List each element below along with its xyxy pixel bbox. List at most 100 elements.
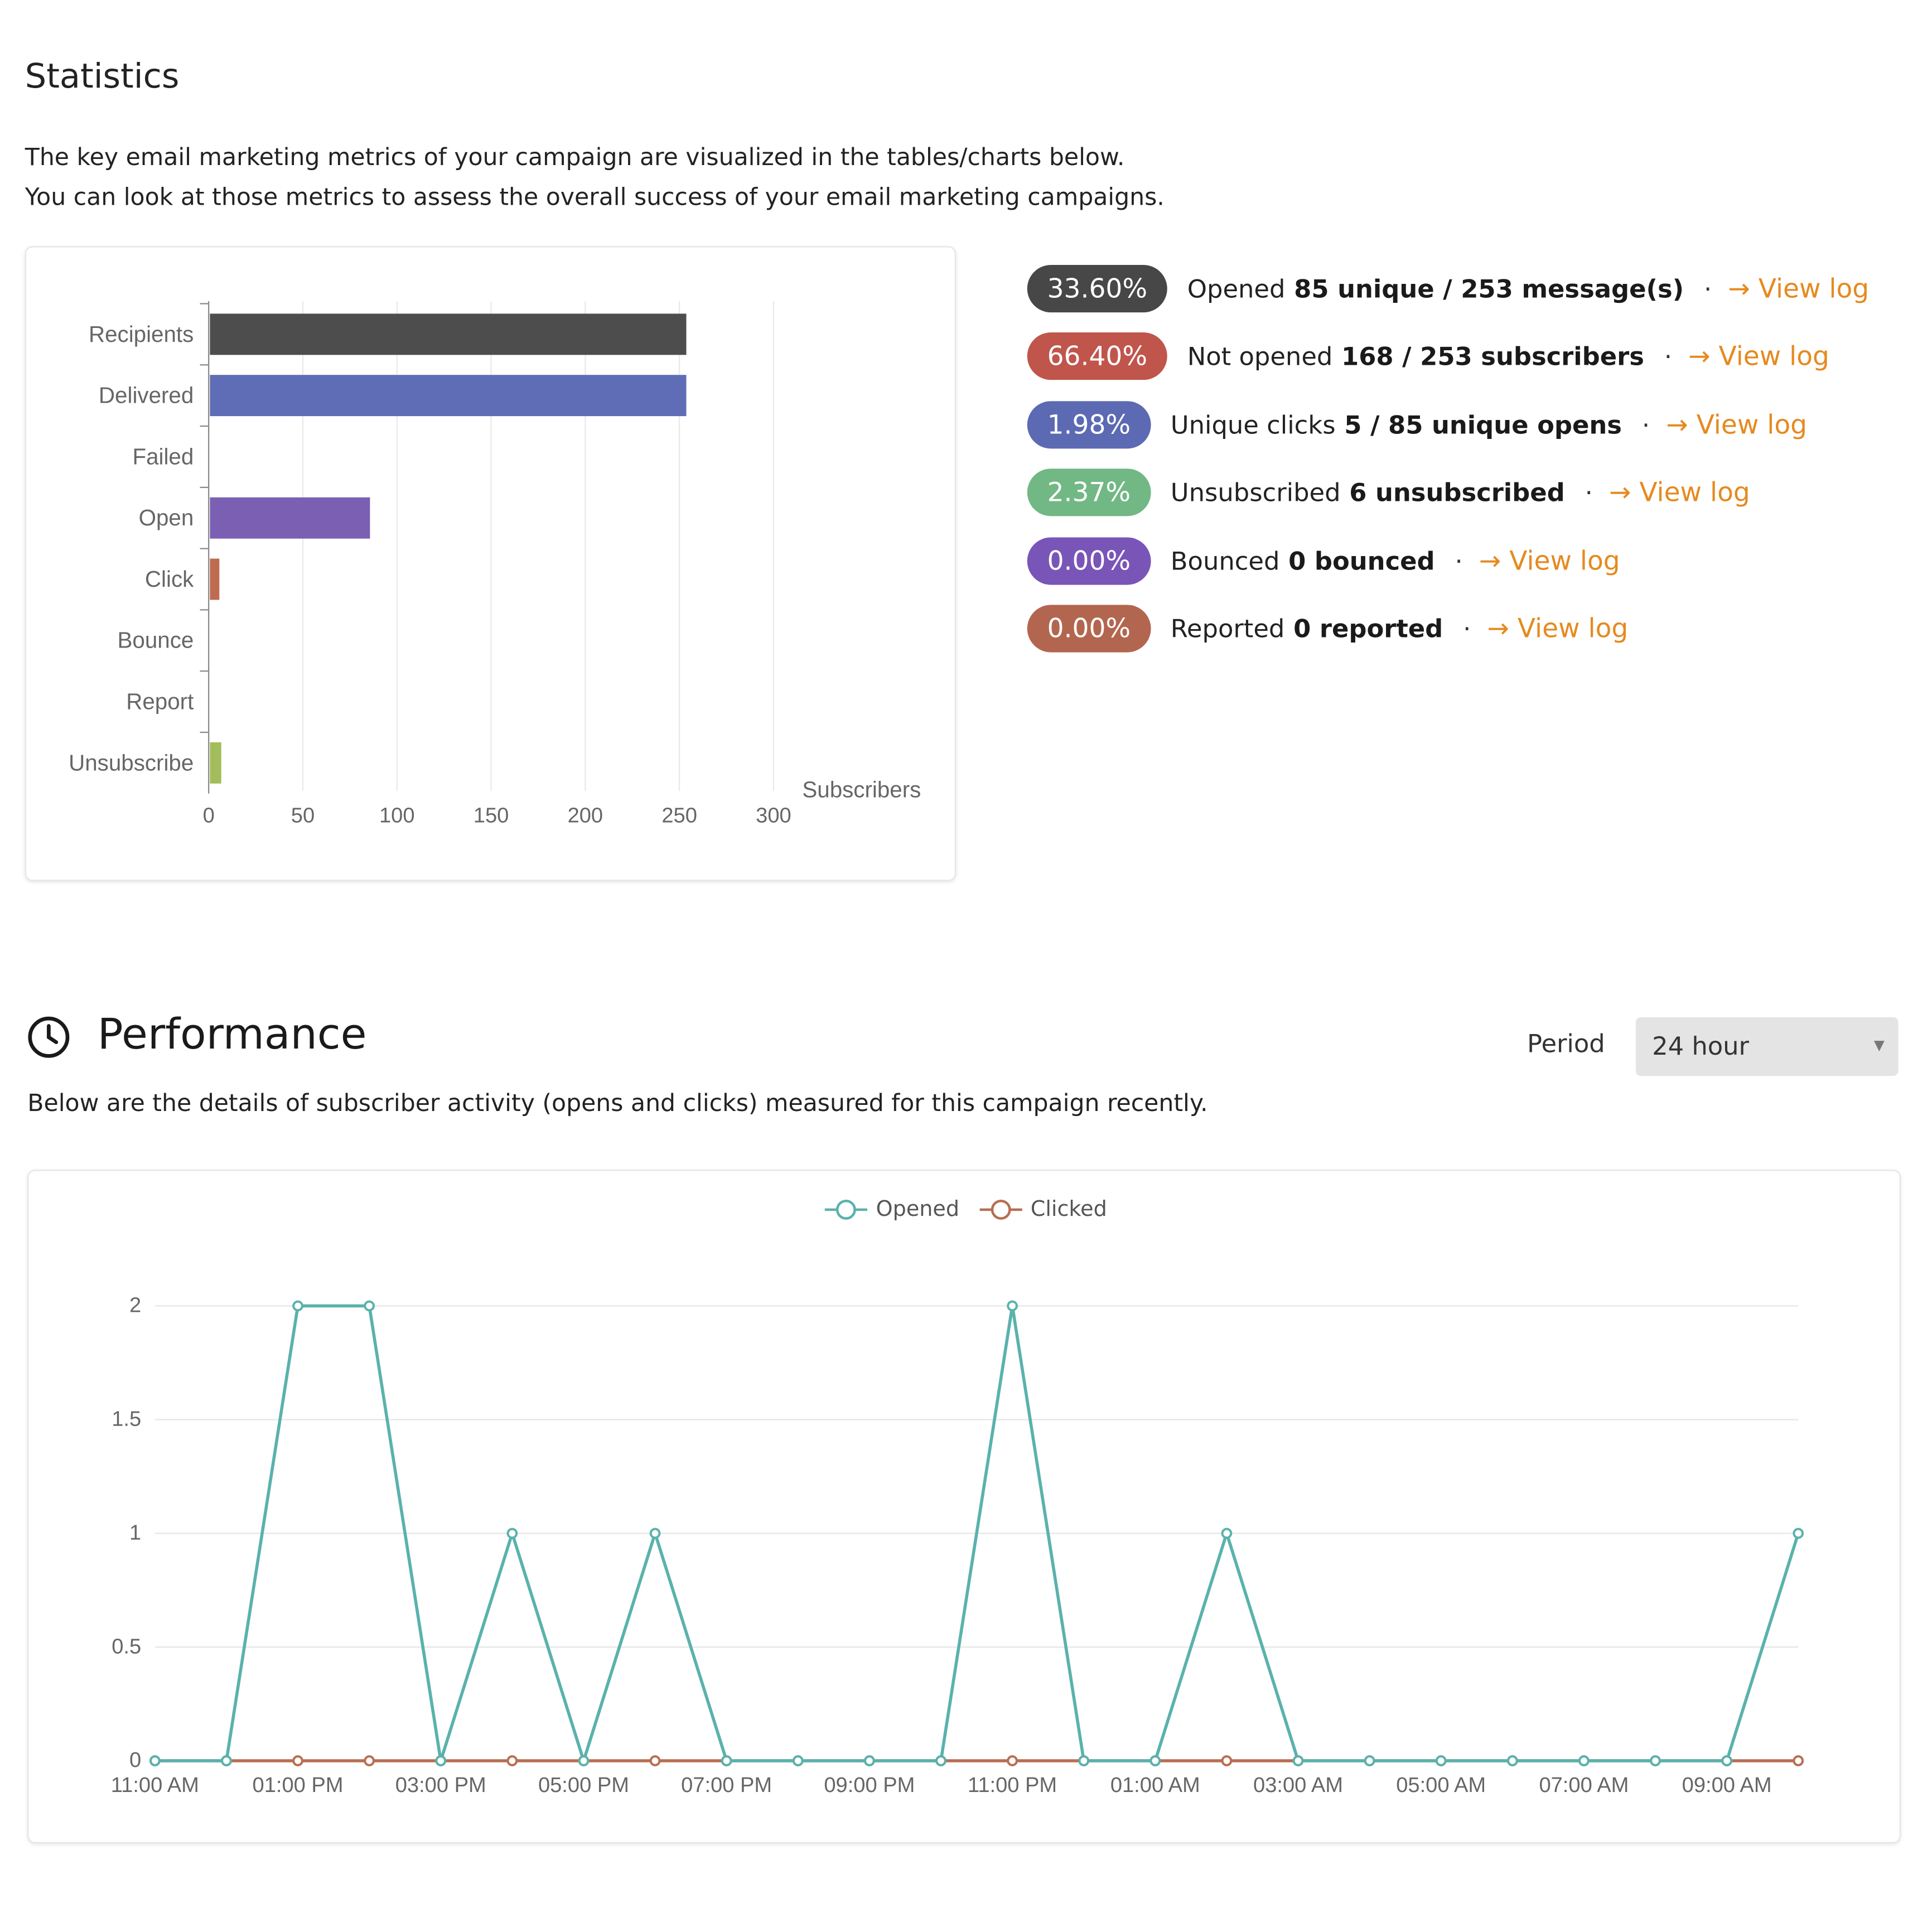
metric-label: Not opened <box>1187 341 1333 371</box>
point-opened[interactable] <box>1435 1755 1447 1766</box>
metric-row: 0.00% Bounced 0 bounced · → View log <box>1027 536 1620 586</box>
point-opened[interactable] <box>721 1755 732 1766</box>
separator-dot: · <box>1641 409 1650 440</box>
point-opened[interactable] <box>1578 1755 1590 1766</box>
view-log-link[interactable]: → View log <box>1728 274 1869 304</box>
metric-value: 0 reported <box>1293 614 1443 644</box>
view-log-link[interactable]: → View log <box>1487 614 1628 644</box>
point-opened[interactable] <box>935 1755 946 1766</box>
line-chart-y-tick-label: 1.5 <box>112 1408 141 1431</box>
metric-label: Unique clicks <box>1170 409 1336 440</box>
view-log-link[interactable]: → View log <box>1609 477 1750 508</box>
metric-value: 85 unique / 253 message(s) <box>1294 273 1684 304</box>
line-chart-legend: Opened Clicked <box>822 1197 1107 1222</box>
performance-line-chart-card: 0 0.5 1 1.5 2 11:00 AM 01:00 PM 03:00 PM 05:00 P… <box>27 1170 1901 1843</box>
point-opened[interactable] <box>578 1755 590 1766</box>
bar-chart-category-label: Bounce <box>118 627 194 653</box>
point-clicked[interactable] <box>1221 1755 1233 1766</box>
bar-delivered[interactable] <box>210 375 687 417</box>
line-chart-x-tick-label: 01:00 AM <box>1110 1774 1200 1797</box>
line-chart-x-tick-label: 07:00 PM <box>681 1774 772 1797</box>
bar-chart-category-label: Click <box>145 566 194 592</box>
bar-chart-category-label: Open <box>139 505 194 530</box>
performance-title: Performance <box>97 1010 367 1060</box>
point-opened[interactable] <box>1149 1755 1161 1766</box>
legend-item-opened[interactable]: Opened <box>822 1197 959 1222</box>
metric-label: Bounced <box>1170 546 1280 576</box>
separator-dot: · <box>1463 614 1471 644</box>
legend-clicked-marker-icon <box>979 1199 1022 1220</box>
line-chart-y-tick-label: 0.5 <box>112 1635 141 1658</box>
point-opened[interactable] <box>1078 1755 1090 1766</box>
legend-label-opened: Opened <box>876 1197 960 1223</box>
point-opened[interactable] <box>1292 1755 1304 1766</box>
view-log-link[interactable]: → View log <box>1688 341 1829 371</box>
point-clicked[interactable] <box>1793 1755 1804 1766</box>
bar-open[interactable] <box>210 497 370 539</box>
point-opened[interactable] <box>864 1755 875 1766</box>
point-opened[interactable] <box>1364 1755 1375 1766</box>
point-opened[interactable] <box>1721 1755 1732 1766</box>
view-log-label: View log <box>1517 614 1629 644</box>
bar-chart-x-tick-label: 200 <box>568 804 603 827</box>
bar-click[interactable] <box>210 558 220 600</box>
point-opened[interactable] <box>1221 1528 1233 1539</box>
bar-recipients[interactable] <box>210 313 687 355</box>
statistics-bar-chart: 0 50 100 150 200 250 300 Recipients Delivered Fai… <box>69 301 921 827</box>
point-opened[interactable] <box>149 1755 161 1766</box>
point-clicked[interactable] <box>1007 1755 1018 1766</box>
metric-percent-badge: 0.00% <box>1027 537 1151 585</box>
line-chart-x-tick-label: 05:00 PM <box>538 1774 629 1797</box>
view-log-link[interactable]: → View log <box>1666 410 1807 440</box>
metric-row: 66.40% Not opened 168 / 253 subscribers · → … <box>1027 331 1829 381</box>
point-clicked[interactable] <box>506 1755 518 1766</box>
arrow-right-icon: → <box>1609 477 1631 508</box>
point-opened[interactable] <box>1007 1300 1018 1312</box>
line-chart-x-tick-label: 03:00 PM <box>395 1774 486 1797</box>
point-opened[interactable] <box>221 1755 232 1766</box>
point-clicked[interactable] <box>364 1755 375 1766</box>
arrow-right-icon: → <box>1728 273 1750 304</box>
metric-row: 2.37% Unsubscribed 6 unsubscribed · → View l… <box>1027 467 1750 518</box>
legend-label-clicked: Clicked <box>1030 1197 1107 1223</box>
bar-chart-x-tick-label: 0 <box>203 804 215 827</box>
point-clicked[interactable] <box>649 1755 661 1766</box>
separator-dot: · <box>1703 273 1712 304</box>
view-log-label: View log <box>1509 546 1620 576</box>
view-log-label: View log <box>1758 273 1870 304</box>
legend-item-clicked[interactable]: Clicked <box>977 1197 1107 1222</box>
metric-value: 0 bounced <box>1288 546 1435 576</box>
point-clicked[interactable] <box>292 1755 303 1766</box>
point-opened[interactable] <box>364 1300 375 1312</box>
point-opened[interactable] <box>1650 1755 1661 1766</box>
arrow-right-icon: → <box>1479 546 1501 576</box>
point-opened[interactable] <box>1793 1528 1804 1539</box>
point-opened[interactable] <box>792 1755 804 1766</box>
bar-chart-x-tick-label: 150 <box>474 804 509 827</box>
bar-unsubscribe[interactable] <box>210 742 221 784</box>
bar-chart-category-label: Report <box>126 689 194 714</box>
view-log-label: View log <box>1639 477 1750 508</box>
point-opened[interactable] <box>435 1755 447 1766</box>
line-chart-x-tick-label: 01:00 PM <box>253 1774 344 1797</box>
view-log-link[interactable]: → View log <box>1479 546 1620 576</box>
bar-chart-x-tick-label: 100 <box>379 804 415 827</box>
metric-value: 5 / 85 unique opens <box>1344 409 1622 440</box>
line-chart-x-tick-label: 09:00 AM <box>1682 1774 1772 1797</box>
point-opened[interactable] <box>292 1300 303 1312</box>
point-opened[interactable] <box>649 1528 661 1539</box>
metric-value: 6 unsubscribed <box>1349 477 1565 508</box>
point-opened[interactable] <box>506 1528 518 1539</box>
arrow-right-icon: → <box>1487 614 1509 644</box>
metric-percent-badge: 0.00% <box>1027 605 1151 653</box>
view-log-label: View log <box>1718 341 1829 371</box>
arrow-right-icon: → <box>1688 341 1711 371</box>
point-opened[interactable] <box>1506 1755 1518 1766</box>
separator-dot: · <box>1455 546 1463 576</box>
line-chart-y-tick-label: 0 <box>129 1749 141 1772</box>
performance-description: Below are the details of subscriber acti… <box>27 1089 1208 1118</box>
period-select[interactable]: 24 hour ▼ <box>1635 1017 1899 1076</box>
period-select-value: 24 hour <box>1652 1031 1749 1061</box>
legend-opened-marker-icon <box>824 1199 867 1220</box>
